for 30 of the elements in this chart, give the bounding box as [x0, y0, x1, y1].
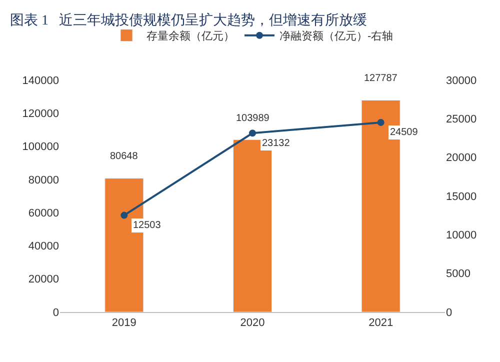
data-label: 23132 [262, 138, 290, 149]
y2-tick-label: 20000 [446, 152, 477, 164]
y2-tick-label: 15000 [446, 190, 477, 203]
y2-tick-label: 25000 [446, 114, 477, 126]
data-label: 80648 [110, 151, 138, 162]
y2-tick-label: 10000 [446, 230, 477, 242]
y2-tick-label: 30000 [446, 74, 477, 87]
x-tick-label: 2020 [240, 317, 265, 330]
x-tick-label: 2021 [368, 317, 394, 330]
point [249, 130, 256, 137]
y2-tick-label: 5000 [446, 268, 470, 280]
point [377, 118, 384, 126]
y-tick-label: 20000 [28, 274, 59, 286]
chart-title: 图表 1 近三年城投债规模仍呈扩大趋势，但增速有所放缓 [10, 12, 367, 28]
point [120, 212, 128, 219]
y2-tick-label: 0 [446, 306, 452, 319]
data-label: 103989 [236, 113, 270, 124]
data-label: 127787 [364, 73, 398, 84]
y-tick-label: 0 [52, 306, 59, 319]
legend-label: 存量余额（亿元） [146, 30, 234, 43]
y-tick-label: 80000 [28, 174, 59, 186]
y-tick-label: 140000 [22, 74, 59, 87]
y-tick-label: 60000 [28, 207, 59, 220]
y-tick-label: 40000 [28, 240, 59, 253]
legend-label: 净融资额（亿元）-右轴 [280, 30, 394, 43]
x-tick-label: 2019 [112, 317, 136, 330]
data-label: 24509 [390, 127, 418, 138]
data-label: 12503 [133, 220, 162, 231]
y-tick-label: 120000 [22, 108, 59, 120]
y-tick-label: 100000 [22, 141, 59, 154]
